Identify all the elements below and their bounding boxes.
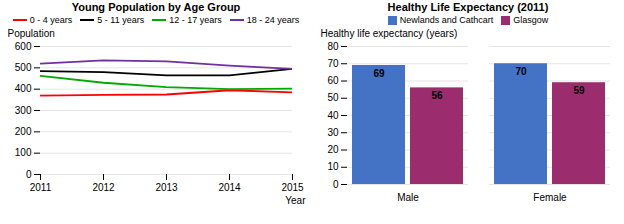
svg-text:60: 60 — [327, 75, 339, 86]
svg-text:0: 0 — [26, 169, 32, 180]
svg-text:70: 70 — [515, 66, 527, 77]
svg-text:Population: Population — [8, 28, 55, 39]
svg-text:10: 10 — [327, 161, 339, 172]
html-text:5 - 11 years: 5 - 11 years — [97, 15, 145, 25]
svg-text:300: 300 — [15, 105, 32, 116]
svg-text:80: 80 — [327, 41, 339, 52]
svg-text:0: 0 — [333, 179, 339, 190]
svg-text:Year: Year — [285, 195, 306, 206]
svg-text:500: 500 — [15, 62, 32, 73]
html-text:12 - 17 years: 12 - 17 years — [169, 15, 222, 25]
svg-text:400: 400 — [15, 83, 32, 94]
svg-text:40: 40 — [327, 110, 339, 121]
svg-text:Healthy life expectancy (years: Healthy life expectancy (years) — [321, 28, 458, 39]
svg-text:69: 69 — [373, 68, 385, 79]
svg-text:70: 70 — [327, 58, 339, 69]
svg-text:600: 600 — [15, 41, 32, 52]
svg-text:20: 20 — [327, 144, 339, 155]
svg-text:100: 100 — [15, 147, 32, 158]
svg-text:Female: Female — [533, 192, 567, 203]
html-text:Newlands and Cathcart: Newlands and Cathcart — [399, 15, 494, 25]
svg-text:2012: 2012 — [92, 182, 115, 193]
svg-text:59: 59 — [573, 85, 585, 96]
svg-text:30: 30 — [327, 127, 339, 138]
svg-text:2014: 2014 — [218, 182, 241, 193]
html-text:Glasgow: Glasgow — [513, 15, 549, 25]
svg-text:Male: Male — [397, 192, 419, 203]
svg-text:200: 200 — [15, 126, 32, 137]
html-text:Young Population by Age Group: Young Population by Age Group — [71, 1, 241, 13]
svg-text:2013: 2013 — [155, 182, 178, 193]
html-text:18 - 24 years: 18 - 24 years — [246, 15, 300, 25]
html-text:Healthy Life Expectancy (2011): Healthy Life Expectancy (2011) — [387, 1, 549, 13]
html-text:0 - 4 years: 0 - 4 years — [29, 15, 73, 25]
svg-text:2015: 2015 — [281, 182, 304, 193]
svg-text:56: 56 — [431, 90, 443, 101]
svg-text:2011: 2011 — [30, 182, 52, 193]
svg-text:50: 50 — [327, 92, 339, 103]
